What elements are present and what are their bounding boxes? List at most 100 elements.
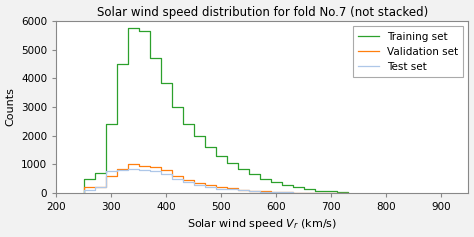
Validation set xyxy=(169,169,174,171)
Test set xyxy=(92,186,98,189)
Validation set xyxy=(268,190,273,193)
Validation set xyxy=(169,174,174,177)
Test set xyxy=(136,169,142,171)
Training set xyxy=(279,183,284,186)
Training set xyxy=(279,181,284,183)
Test set xyxy=(279,191,284,194)
Training set xyxy=(114,63,119,65)
Validation set xyxy=(323,191,328,194)
Validation set xyxy=(301,191,306,194)
Test set xyxy=(301,191,306,194)
Test set xyxy=(224,188,229,191)
Validation set xyxy=(114,174,119,177)
Validation set xyxy=(92,186,98,189)
Validation set xyxy=(257,189,263,192)
Validation set xyxy=(158,166,164,169)
Test set xyxy=(180,177,185,180)
Test set xyxy=(257,190,263,193)
Training set xyxy=(257,173,263,176)
Validation set xyxy=(191,181,197,184)
Training set xyxy=(158,57,164,60)
Test set xyxy=(114,169,119,171)
Test set xyxy=(81,191,87,194)
Training set xyxy=(345,191,350,194)
Validation set xyxy=(301,191,306,194)
Validation set xyxy=(213,183,219,186)
Training set xyxy=(202,146,208,149)
Training set xyxy=(246,167,252,170)
Validation set xyxy=(147,164,153,167)
Validation set xyxy=(202,181,208,184)
Training set xyxy=(268,181,273,183)
Test set xyxy=(345,191,350,194)
Training set xyxy=(224,154,229,157)
Validation set xyxy=(180,178,185,181)
Line: Training set: Training set xyxy=(84,28,347,193)
Training set xyxy=(125,63,130,65)
Training set xyxy=(301,186,306,189)
Training set xyxy=(213,154,219,157)
Test set xyxy=(136,168,142,171)
Training set xyxy=(290,183,295,186)
Test set xyxy=(103,170,109,173)
Test set xyxy=(323,191,328,194)
Test set xyxy=(169,173,174,176)
Validation set xyxy=(147,166,153,169)
Training set xyxy=(235,167,240,170)
Test set xyxy=(125,168,130,171)
Training set xyxy=(290,186,295,189)
Training set xyxy=(103,123,109,126)
Test set xyxy=(323,191,328,194)
Validation set xyxy=(312,191,318,194)
Test set xyxy=(147,170,153,173)
X-axis label: Solar wind speed $V_r$ (km/s): Solar wind speed $V_r$ (km/s) xyxy=(187,217,337,232)
Training set xyxy=(92,171,98,174)
Validation set xyxy=(158,169,164,171)
Validation set xyxy=(235,189,240,191)
Training set xyxy=(136,27,142,30)
Training set xyxy=(268,177,273,180)
Test set xyxy=(312,191,318,194)
Test set xyxy=(114,170,119,173)
Test set xyxy=(213,186,219,189)
Validation set xyxy=(312,191,318,194)
Training set xyxy=(81,177,87,180)
Test set xyxy=(334,191,339,194)
Test set xyxy=(224,187,229,190)
Validation set xyxy=(224,185,229,188)
Validation set xyxy=(246,189,252,191)
Validation set xyxy=(345,191,350,194)
Validation set xyxy=(334,191,339,194)
Test set xyxy=(312,191,318,194)
Training set xyxy=(334,191,339,194)
Validation set xyxy=(268,191,273,193)
Training set xyxy=(235,161,240,164)
Line: Validation set: Validation set xyxy=(84,164,347,193)
Validation set xyxy=(290,191,295,194)
Training set xyxy=(114,123,119,126)
Training set xyxy=(301,188,306,191)
Validation set xyxy=(345,191,350,194)
Training set xyxy=(169,81,174,84)
Validation set xyxy=(279,191,284,193)
Legend: Training set, Validation set, Test set: Training set, Validation set, Test set xyxy=(353,26,463,77)
Test set xyxy=(180,181,185,183)
Line: Test set: Test set xyxy=(84,169,347,193)
Training set xyxy=(334,190,339,193)
Training set xyxy=(312,188,318,191)
Training set xyxy=(323,189,328,192)
Test set xyxy=(191,181,197,183)
Validation set xyxy=(290,191,295,194)
Validation set xyxy=(257,190,263,193)
Training set xyxy=(147,57,153,60)
Training set xyxy=(158,81,164,84)
Test set xyxy=(246,189,252,192)
Training set xyxy=(345,191,350,194)
Validation set xyxy=(81,191,87,194)
Validation set xyxy=(246,189,252,192)
Title: Solar wind speed distribution for fold No.7 (not stacked): Solar wind speed distribution for fold N… xyxy=(97,5,428,18)
Training set xyxy=(191,134,197,137)
Test set xyxy=(235,189,240,192)
Test set xyxy=(246,190,252,193)
Validation set xyxy=(224,187,229,190)
